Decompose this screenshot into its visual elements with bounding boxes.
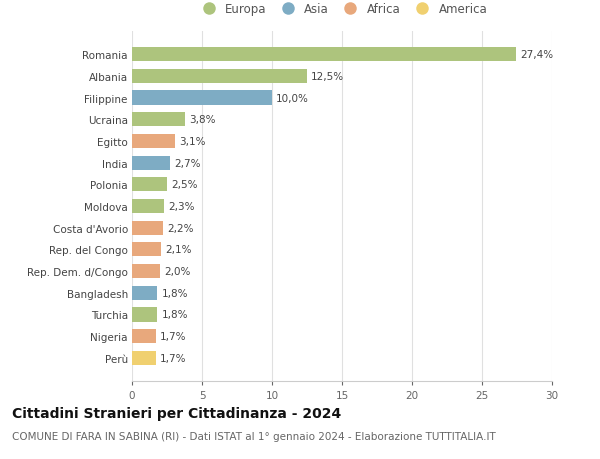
- Text: 2,1%: 2,1%: [166, 245, 192, 255]
- Text: 2,3%: 2,3%: [169, 202, 195, 212]
- Bar: [132, 113, 185, 127]
- Text: 3,1%: 3,1%: [179, 137, 206, 146]
- Text: 2,0%: 2,0%: [164, 267, 191, 276]
- Bar: [132, 286, 157, 300]
- Text: 2,2%: 2,2%: [167, 223, 193, 233]
- Bar: [132, 330, 156, 343]
- Text: 1,7%: 1,7%: [160, 331, 187, 341]
- Bar: [132, 134, 175, 149]
- Bar: [132, 243, 161, 257]
- Bar: [132, 351, 156, 365]
- Bar: [132, 70, 307, 84]
- Bar: [132, 156, 170, 170]
- Text: 1,8%: 1,8%: [161, 288, 188, 298]
- Text: 1,8%: 1,8%: [161, 310, 188, 320]
- Text: Cittadini Stranieri per Cittadinanza - 2024: Cittadini Stranieri per Cittadinanza - 2…: [12, 406, 341, 420]
- Text: 2,7%: 2,7%: [174, 158, 200, 168]
- Text: 2,5%: 2,5%: [171, 180, 198, 190]
- Bar: [132, 48, 515, 62]
- Text: 27,4%: 27,4%: [520, 50, 553, 60]
- Legend: Europa, Asia, Africa, America: Europa, Asia, Africa, America: [193, 0, 491, 20]
- Text: 1,7%: 1,7%: [160, 353, 187, 363]
- Text: 10,0%: 10,0%: [276, 93, 309, 103]
- Bar: [132, 200, 164, 213]
- Bar: [132, 178, 167, 192]
- Text: 3,8%: 3,8%: [190, 115, 216, 125]
- Bar: [132, 264, 160, 279]
- Bar: [132, 91, 272, 106]
- Bar: [132, 308, 157, 322]
- Text: COMUNE DI FARA IN SABINA (RI) - Dati ISTAT al 1° gennaio 2024 - Elaborazione TUT: COMUNE DI FARA IN SABINA (RI) - Dati IST…: [12, 431, 496, 442]
- Text: 12,5%: 12,5%: [311, 72, 344, 82]
- Bar: [132, 221, 163, 235]
